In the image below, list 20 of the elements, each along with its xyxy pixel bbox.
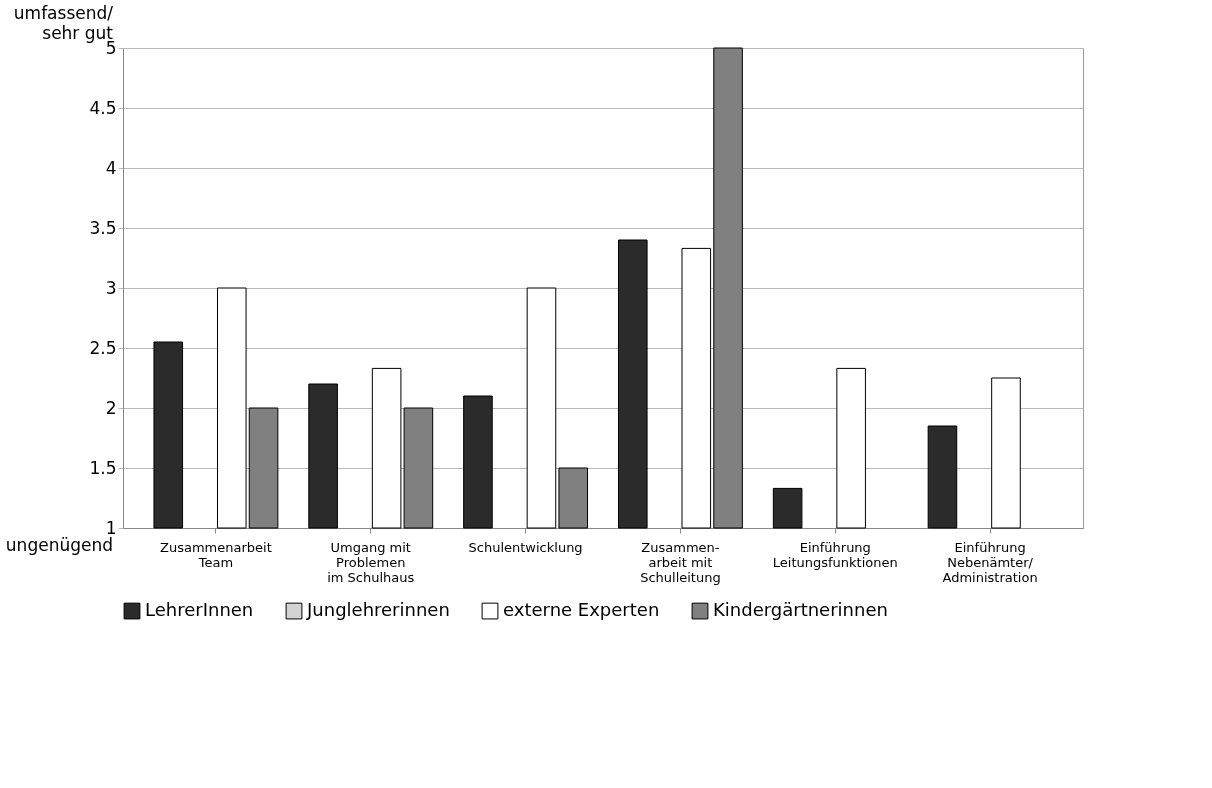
legend-label: LehrerInnen (145, 599, 254, 621)
x-tick-label: Schulentwicklung (468, 539, 583, 555)
y-tick-label: 2.5 (89, 337, 117, 358)
text: ungenügend (5, 535, 113, 555)
y-tick-label: 3.5 (89, 217, 117, 238)
text: umfassend/ sehr gut (13, 3, 114, 43)
x-tick-label: Umgang mit Problemen im Schulhaus (327, 539, 415, 585)
x-tick-label: Zusammenarbeit Team (160, 539, 272, 570)
legend-label: Junglehrerinnen (306, 599, 450, 621)
y-tick-label: 3 (105, 277, 117, 298)
y-tick-label: 4.5 (89, 97, 117, 118)
y-tick-label: 1.5 (89, 457, 117, 478)
x-tick-label: Zusammen- arbeit mit Schulleitung (640, 539, 721, 585)
y-tick-label: 4 (105, 157, 117, 178)
legend-label: Kindergärtnerinnen (713, 599, 888, 621)
y-tick-label: 1 (105, 517, 117, 538)
legend-label: externe Experten (503, 599, 660, 621)
x-tick-label: Einführung Leitungsfunktionen (772, 539, 898, 570)
x-tick-label: Einführung Nebenämter/ Administration (942, 539, 1038, 585)
y-tick-label: 2 (105, 397, 117, 418)
